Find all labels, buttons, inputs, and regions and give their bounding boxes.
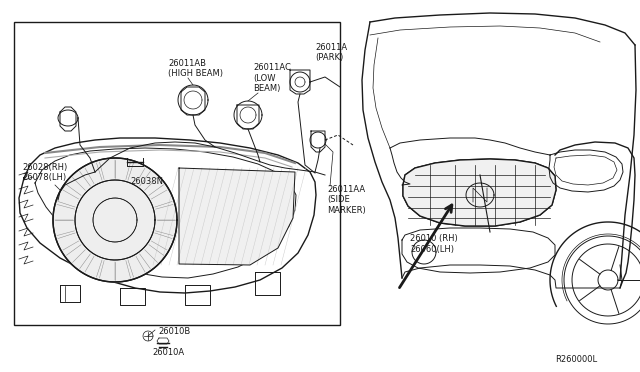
Text: 26060(LH): 26060(LH)	[410, 245, 454, 254]
Text: 26010B: 26010B	[158, 327, 190, 336]
Bar	[14, 22, 340, 325]
Text: 26038N: 26038N	[130, 177, 163, 186]
Text: 26011AC
(LOW
BEAM): 26011AC (LOW BEAM)	[253, 63, 291, 93]
Circle shape	[53, 158, 177, 282]
Polygon shape	[403, 159, 556, 226]
Text: 26011AB
(HIGH BEAM): 26011AB (HIGH BEAM)	[168, 59, 223, 78]
Text: 26010A: 26010A	[152, 348, 184, 357]
Text: 26028(RH)
26078(LH): 26028(RH) 26078(LH)	[22, 163, 67, 182]
Text: 26011A
(PARK): 26011A (PARK)	[315, 43, 347, 62]
Text: 26010 (RH): 26010 (RH)	[410, 234, 458, 243]
Text: 26011AA
(SIDE
MARKER): 26011AA (SIDE MARKER)	[327, 185, 365, 215]
Polygon shape	[179, 168, 295, 265]
Text: R260000L: R260000L	[555, 355, 597, 364]
